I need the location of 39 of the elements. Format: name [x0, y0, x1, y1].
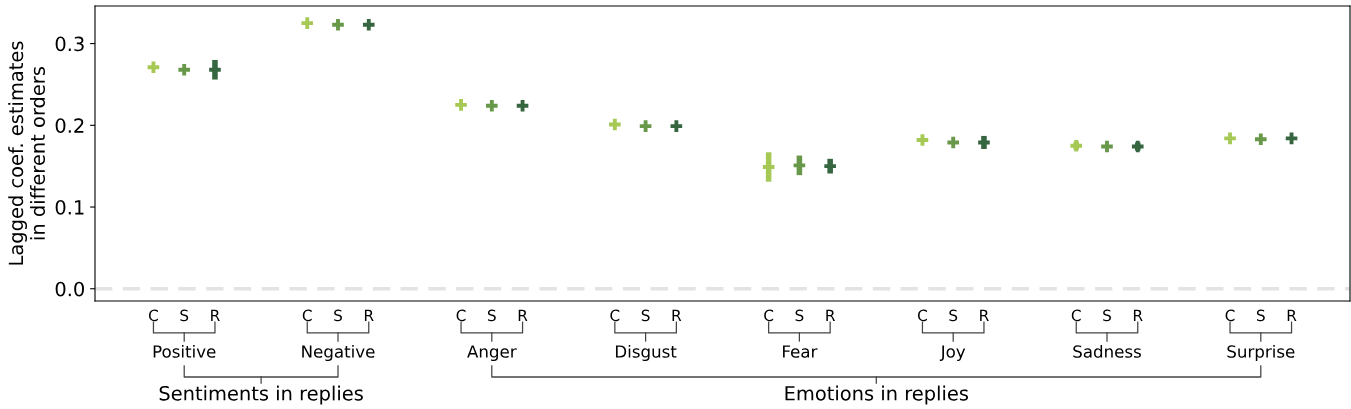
- x-tick-label: S: [949, 309, 958, 322]
- text: Disgust: [615, 344, 677, 362]
- y-tick-label: 0.1: [55, 199, 84, 215]
- y-axis-title: Lagged coef. estimates in different orders: [8, 41, 46, 265]
- text: Anger: [467, 345, 517, 362]
- x-tick-label: C: [1225, 309, 1235, 322]
- x-tick-label: S: [487, 309, 496, 322]
- x-tick-label: R: [518, 309, 528, 321]
- x-tick-label: C: [456, 309, 466, 322]
- x-tick-label: R: [211, 309, 220, 321]
- x-tick-label: C: [1071, 309, 1081, 322]
- x-tick-label: S: [641, 309, 650, 322]
- x-tick-label: C: [764, 309, 774, 322]
- x-tick-label: C: [148, 309, 158, 322]
- text: Emotions in replies: [785, 385, 969, 405]
- x-tick-label: R: [826, 309, 836, 321]
- text: Sentiments in replies: [159, 385, 363, 405]
- x-tick-label: C: [610, 309, 620, 322]
- x-tick-label: S: [795, 309, 804, 322]
- text: Joy: [939, 345, 966, 362]
- x-tick-label: S: [1103, 309, 1111, 322]
- x-tick-label: S: [180, 309, 189, 322]
- x-tick-label: C: [302, 309, 312, 322]
- text: Surprise: [1227, 344, 1295, 362]
- y-tick-label: 0.2: [55, 118, 84, 133]
- text: Positive: [153, 344, 216, 358]
- text: Sadness: [1073, 344, 1141, 358]
- x-tick-label: R: [980, 309, 989, 321]
- x-tick-label: C: [917, 309, 927, 322]
- x-tick-label: R: [1287, 309, 1297, 321]
- x-tick-label: R: [1133, 309, 1143, 321]
- text: Fear: [783, 345, 818, 358]
- x-tick-label: R: [364, 309, 374, 321]
- text: Negative: [302, 344, 375, 362]
- x-tick-label: S: [1256, 309, 1265, 322]
- x-tick-label: S: [334, 309, 342, 322]
- x-tick-label: R: [672, 309, 682, 321]
- y-tick-label: 0.0: [55, 281, 84, 297]
- y-tick-label: 0.3: [55, 36, 84, 52]
